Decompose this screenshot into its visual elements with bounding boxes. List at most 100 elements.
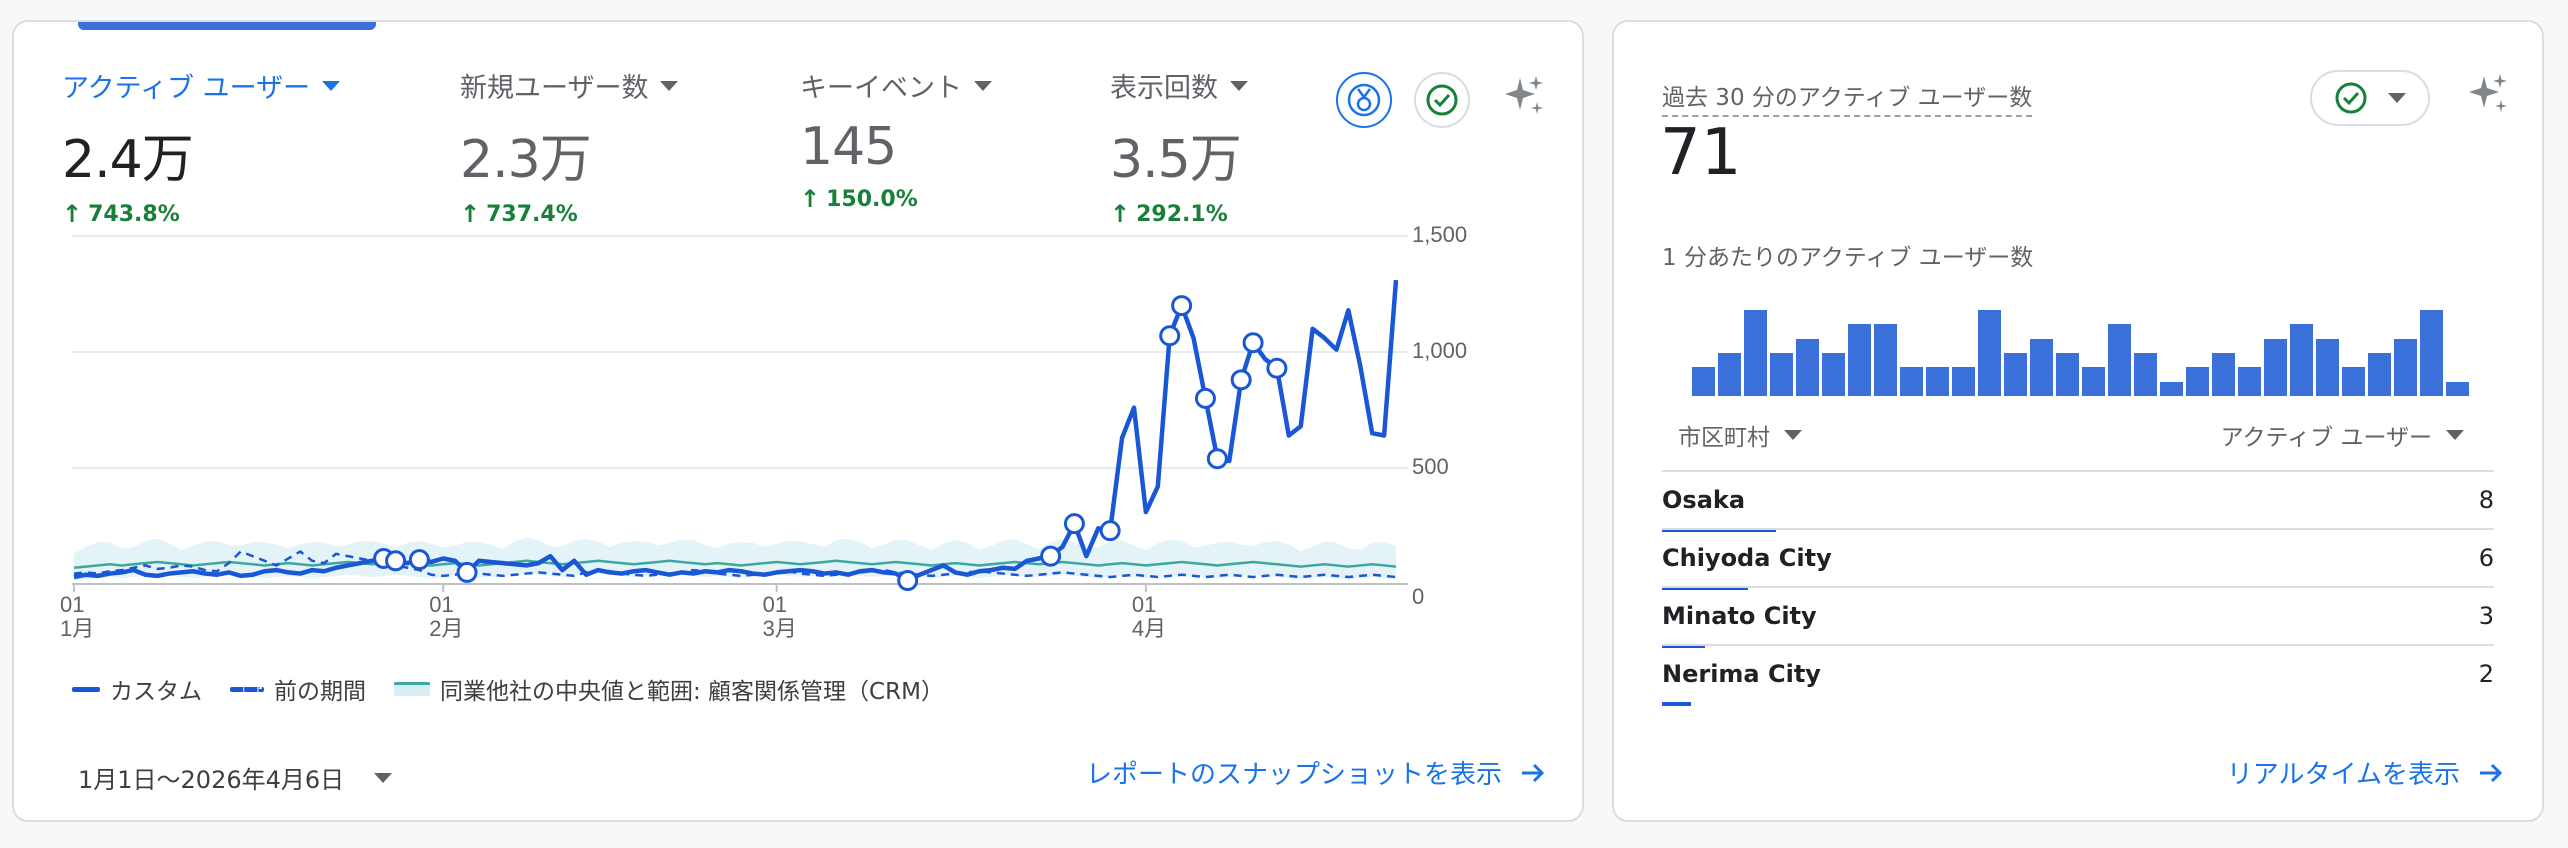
sparkle-icon[interactable] bbox=[2464, 70, 2512, 118]
metric-views[interactable]: 表示回数 3.5万 ↑ 292.1% bbox=[1110, 66, 1248, 228]
y-tick-label: 1,000 bbox=[1412, 338, 1467, 363]
previous-period-line bbox=[73, 550, 1397, 579]
metric-key-events[interactable]: キーイベント 145 ↑ 150.0% bbox=[800, 66, 992, 213]
per-minute-bar-chart bbox=[1692, 284, 2469, 396]
view-realtime-link[interactable]: リアルタイムを表示 bbox=[2227, 754, 2504, 791]
table-row: Osaka 8 bbox=[1662, 470, 2494, 532]
date-range-selector[interactable]: 1月1日～2026年4月6日 bbox=[78, 760, 393, 795]
x-tick-month: 4月 bbox=[1132, 616, 1166, 641]
per-minute-bar bbox=[2134, 353, 2157, 396]
metric-value: 3.5万 bbox=[1110, 130, 1242, 190]
share-bar bbox=[1662, 702, 1691, 706]
metric-change: ↑ 292.1% bbox=[1110, 200, 1248, 228]
column-header-label: アクティブ ユーザー bbox=[2220, 425, 2432, 451]
legend-item-previous: 前の期間 bbox=[230, 672, 366, 706]
x-tick-month: 1月 bbox=[60, 616, 94, 641]
legend-swatch-dashed bbox=[230, 686, 264, 692]
metric-label-row[interactable]: 表示回数 bbox=[1110, 66, 1248, 105]
per-minute-bar bbox=[2186, 367, 2209, 396]
per-minute-bar bbox=[1796, 338, 1819, 396]
active-tab-indicator bbox=[78, 22, 376, 30]
city-name: Nerima City bbox=[1662, 660, 1821, 688]
share-bar bbox=[1662, 528, 1776, 532]
chevron-down-icon bbox=[322, 80, 341, 91]
per-minute-bar bbox=[1692, 367, 1715, 396]
metric-label: キーイベント bbox=[800, 73, 962, 104]
anomaly-marker bbox=[1194, 387, 1216, 409]
metric-label: 表示回数 bbox=[1110, 73, 1218, 104]
per-minute-bar bbox=[2290, 324, 2313, 396]
legend-label: カスタム bbox=[110, 679, 202, 705]
data-quality-dropdown[interactable] bbox=[2310, 70, 2430, 126]
anomaly-marker bbox=[1206, 448, 1228, 470]
metric-label-row[interactable]: アクティブ ユーザー bbox=[62, 66, 341, 105]
per-minute-bar bbox=[2030, 338, 2053, 396]
share-bar bbox=[1662, 644, 1705, 648]
per-minute-bar bbox=[2420, 310, 2443, 396]
per-minute-bar bbox=[2212, 353, 2235, 396]
per-minute-bar bbox=[2108, 324, 2131, 396]
arrow-right-icon bbox=[2480, 763, 2503, 782]
legend-label: 前の期間 bbox=[274, 679, 366, 705]
date-range-text: 1月1日～2026年4月6日 bbox=[78, 766, 345, 794]
sparkle-icon[interactable] bbox=[1500, 72, 1548, 120]
per-minute-bar bbox=[1848, 324, 1871, 396]
column-header-city[interactable]: 市区町村 bbox=[1678, 418, 1802, 452]
anomaly-marker bbox=[1230, 369, 1252, 391]
per-minute-bar bbox=[1926, 367, 1949, 396]
anomaly-marker bbox=[1171, 295, 1193, 317]
data-quality-button[interactable] bbox=[1414, 72, 1470, 128]
metric-active-users[interactable]: アクティブ ユーザー 2.4万 ↑ 743.8% bbox=[62, 66, 341, 228]
column-header-active-users[interactable]: アクティブ ユーザー bbox=[2221, 418, 2464, 452]
anomaly-marker bbox=[1242, 332, 1264, 354]
chevron-down-icon bbox=[974, 80, 992, 91]
per-minute-bar bbox=[2004, 353, 2027, 396]
metric-label-row[interactable]: 新規ユーザー数 bbox=[460, 66, 679, 105]
anomaly-marker bbox=[1040, 545, 1062, 567]
legend-label: 同業他社の中央値と範囲: 顧客関係管理（CRM） bbox=[440, 679, 944, 705]
arrow-up-icon: ↑ bbox=[1110, 200, 1131, 228]
link-label: レポートのスナップショットを表示 bbox=[1085, 760, 1502, 790]
table-row: Nerima City 2 bbox=[1662, 644, 2494, 706]
per-minute-bar bbox=[2368, 353, 2391, 396]
per-minute-bar bbox=[2446, 381, 2469, 396]
city-name: Osaka bbox=[1662, 486, 1746, 514]
anomaly-marker bbox=[1266, 357, 1288, 379]
metric-change-value: 292.1% bbox=[1136, 201, 1228, 227]
per-minute-bar bbox=[1718, 353, 1741, 396]
metric-value: 2.3万 bbox=[460, 130, 592, 190]
per-minute-bar bbox=[2238, 367, 2261, 396]
anomaly-marker bbox=[897, 570, 919, 592]
metric-value: 2.4万 bbox=[62, 130, 194, 190]
column-header-label: 市区町村 bbox=[1678, 425, 1770, 451]
per-minute-bar bbox=[1900, 367, 1923, 396]
metric-change-value: 743.8% bbox=[88, 201, 180, 227]
per-minute-bar bbox=[1874, 324, 1897, 396]
city-users: 3 bbox=[2478, 602, 2494, 630]
insights-medal-button[interactable] bbox=[1336, 72, 1392, 128]
anomaly-marker bbox=[1063, 513, 1085, 535]
per-minute-bar bbox=[1822, 353, 1845, 396]
per-minute-bar bbox=[2394, 338, 2417, 396]
share-bar bbox=[1662, 586, 1748, 590]
custom-series-line bbox=[73, 279, 1399, 583]
legend-swatch-solid bbox=[72, 686, 100, 692]
city-users: 2 bbox=[2478, 660, 2494, 688]
metric-change-value: 150.0% bbox=[826, 186, 918, 212]
view-snapshot-link[interactable]: レポートのスナップショットを表示 bbox=[1086, 754, 1546, 791]
metric-label-row[interactable]: キーイベント bbox=[800, 66, 992, 105]
per-minute-bar bbox=[2264, 338, 2287, 396]
city-table: Osaka 8 Chiyoda City 6 Minato City 3 Ner… bbox=[1662, 470, 2494, 706]
legend-item-custom: カスタム bbox=[72, 672, 202, 706]
per-minute-bar bbox=[2316, 338, 2339, 396]
table-row: Chiyoda City 6 bbox=[1662, 528, 2494, 590]
chevron-down-icon bbox=[1784, 430, 1802, 440]
realtime-title: 過去 30 分のアクティブ ユーザー数 bbox=[1662, 78, 2033, 117]
arrow-right-icon bbox=[1522, 763, 1545, 782]
metric-change: ↑ 150.0% bbox=[800, 185, 992, 213]
metric-new-users[interactable]: 新規ユーザー数 2.3万 ↑ 737.4% bbox=[460, 66, 679, 228]
realtime-card: 過去 30 分のアクティブ ユーザー数 71 1 分あたりのアクティブ ユーザー… bbox=[1612, 20, 2544, 822]
per-minute-bar bbox=[2342, 367, 2365, 396]
legend-swatch-band bbox=[394, 682, 430, 696]
metric-change: ↑ 737.4% bbox=[460, 200, 678, 228]
